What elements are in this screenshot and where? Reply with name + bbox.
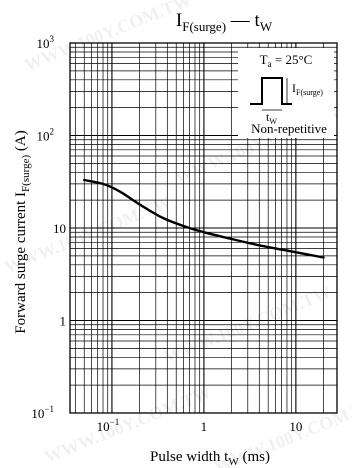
y-tick-label-3: 1	[60, 314, 67, 329]
x-axis-label: Pulse width tW (ms)	[150, 449, 270, 468]
y-tick-label-1: 102	[37, 127, 55, 144]
x-tick-label-0: 10−1	[97, 417, 120, 434]
y-axis-label: Forward surge current IF(surge) (A)	[13, 130, 32, 333]
y-tick-label-4: 10−1	[31, 404, 54, 421]
inset-current-label: IF(surge)	[292, 81, 323, 97]
x-tick-label-1: 1	[201, 419, 208, 434]
chart-title: IF(surge) — tW	[176, 10, 273, 34]
inset-temperature: Ta = 25°C	[260, 52, 313, 69]
y-tick-label-2: 10	[53, 221, 66, 236]
inset-box: Ta = 25°C IF(surge) tW Non-repetitive	[238, 48, 334, 138]
inset-pulse-shape	[250, 77, 292, 105]
plot-frame	[69, 42, 338, 414]
inset-width-label: tW	[266, 110, 277, 126]
series-line-0	[83, 178, 325, 259]
inset-note: Non-repetitive	[251, 121, 327, 136]
series-layer	[83, 178, 325, 259]
y-tick-label-0: 103	[37, 34, 55, 51]
x-tick-label-2: 10	[289, 419, 302, 434]
inset-background	[238, 48, 334, 138]
